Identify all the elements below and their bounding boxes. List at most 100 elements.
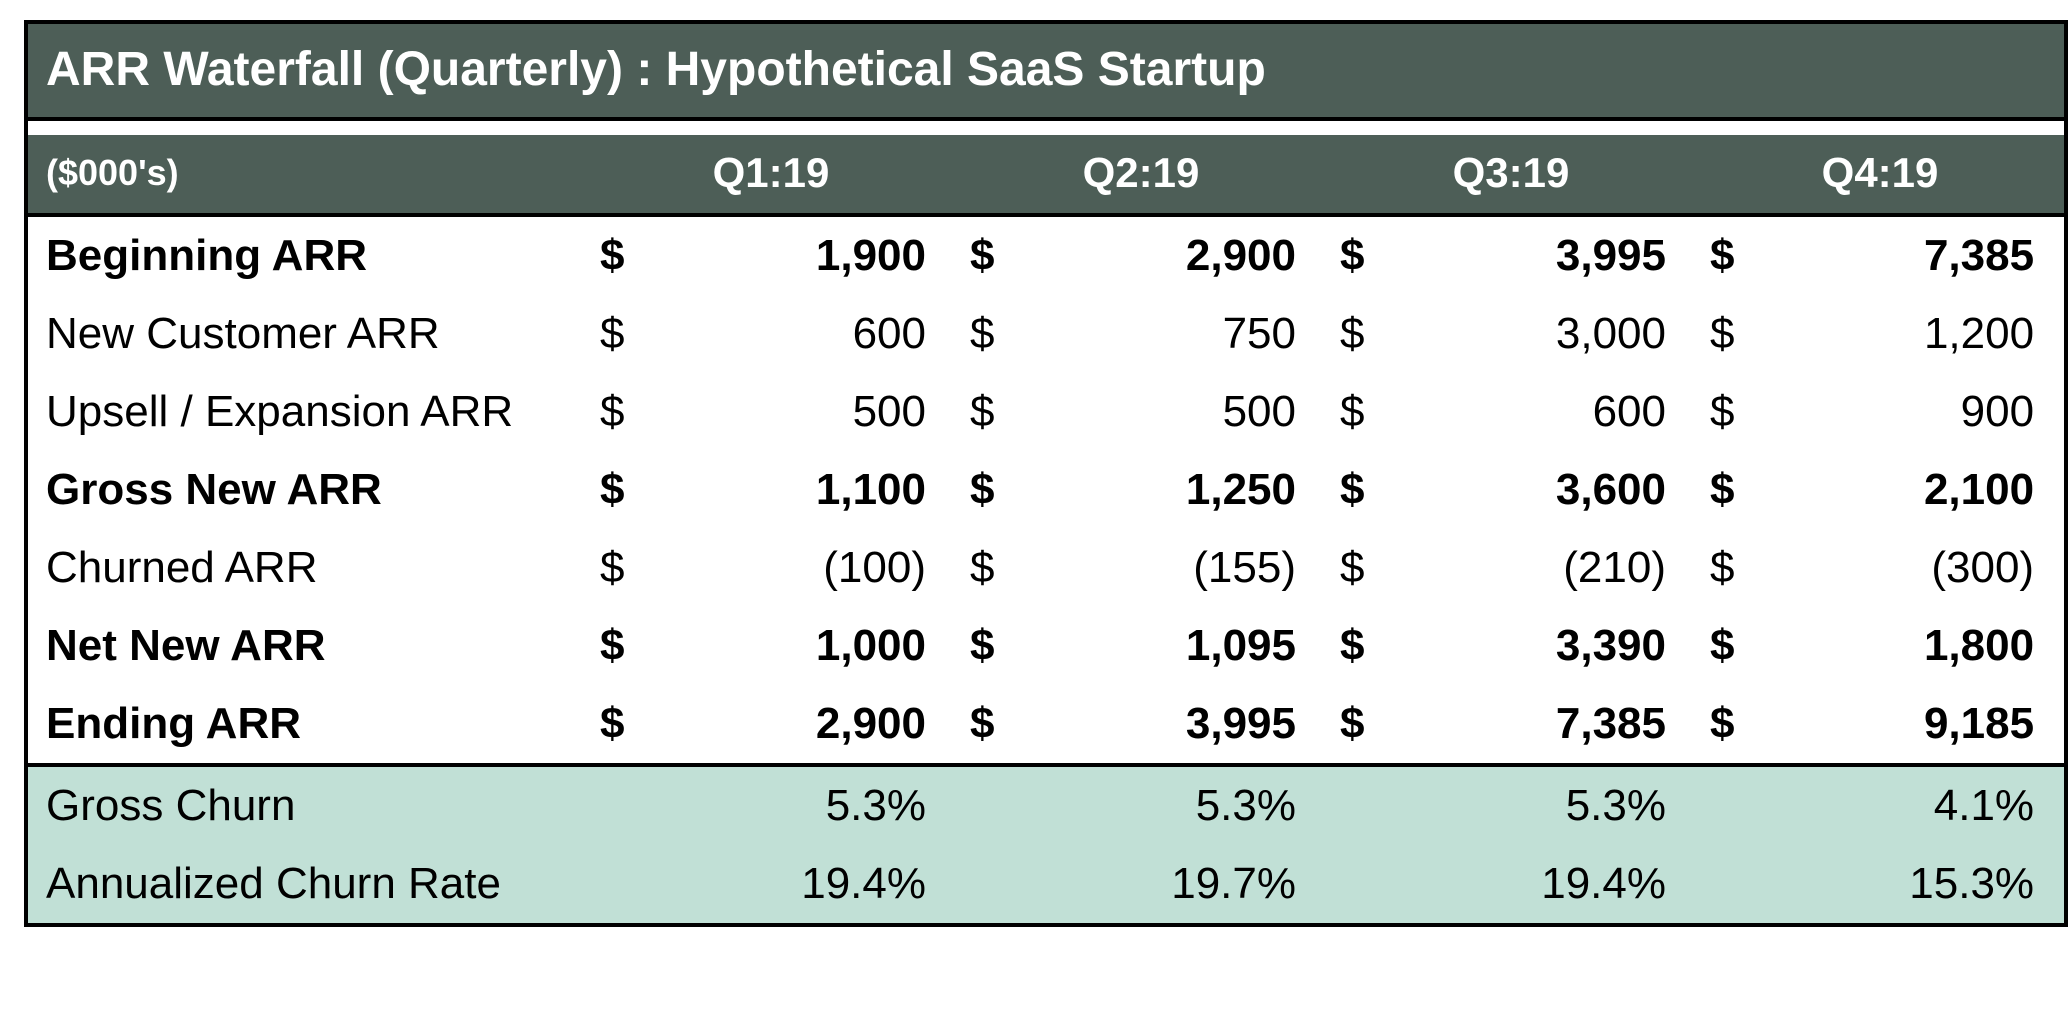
table-title-row: ARR Waterfall (Quarterly) : Hypothetical… (26, 22, 2066, 119)
currency-symbol: $ (1696, 607, 1786, 685)
cell-value: (100) (676, 529, 956, 607)
currency-symbol: $ (1326, 685, 1416, 765)
cell-value: 1,100 (676, 451, 956, 529)
cell-value: 750 (1046, 295, 1326, 373)
cell-value: 1,000 (676, 607, 956, 685)
cell-value: 3,000 (1416, 295, 1696, 373)
currency-symbol: $ (1696, 295, 1786, 373)
row-label: Annualized Churn Rate (26, 845, 586, 925)
currency-symbol: $ (1696, 215, 1786, 295)
arr-waterfall-container: ARR Waterfall (Quarterly) : Hypothetical… (0, 0, 2068, 935)
cell-value: 1,095 (1046, 607, 1326, 685)
currency-symbol: $ (1696, 373, 1786, 451)
row-label: Beginning ARR (26, 215, 586, 295)
cell-value: 900 (1786, 373, 2066, 451)
currency-symbol: $ (1326, 529, 1416, 607)
cell-value: 19.7% (1046, 845, 1326, 925)
empty-cell (956, 765, 1046, 845)
empty-cell (586, 765, 676, 845)
quarter-header-0: Q1:19 (586, 135, 956, 215)
currency-symbol: $ (586, 295, 676, 373)
cell-value: 5.3% (1416, 765, 1696, 845)
row-label: Gross New ARR (26, 451, 586, 529)
currency-symbol: $ (1326, 451, 1416, 529)
cell-value: 600 (1416, 373, 1696, 451)
currency-symbol: $ (586, 373, 676, 451)
currency-symbol: $ (956, 295, 1046, 373)
currency-symbol: $ (1326, 373, 1416, 451)
currency-symbol: $ (956, 529, 1046, 607)
table-spacer (26, 119, 2066, 135)
currency-symbol: $ (1326, 295, 1416, 373)
currency-symbol: $ (586, 451, 676, 529)
currency-symbol: $ (956, 607, 1046, 685)
table-row: Gross New ARR $ 1,100 $ 1,250 $ 3,600 $ … (26, 451, 2066, 529)
table-column-headers: ($000's) Q1:19 Q2:19 Q3:19 Q4:19 (26, 135, 2066, 215)
cell-value: 500 (676, 373, 956, 451)
cell-value: 3,995 (1046, 685, 1326, 765)
currency-symbol: $ (1326, 215, 1416, 295)
row-label: Churned ARR (26, 529, 586, 607)
currency-symbol: $ (1696, 529, 1786, 607)
currency-symbol: $ (586, 607, 676, 685)
table-row: Net New ARR $ 1,000 $ 1,095 $ 3,390 $ 1,… (26, 607, 2066, 685)
table-row: Beginning ARR $ 1,900 $ 2,900 $ 3,995 $ … (26, 215, 2066, 295)
cell-value: (155) (1046, 529, 1326, 607)
cell-value: 500 (1046, 373, 1326, 451)
row-label: Gross Churn (26, 765, 586, 845)
quarter-header-2: Q3:19 (1326, 135, 1696, 215)
cell-value: (300) (1786, 529, 2066, 607)
empty-cell (1326, 765, 1416, 845)
cell-value: 2,900 (1046, 215, 1326, 295)
cell-value: 7,385 (1786, 215, 2066, 295)
currency-symbol: $ (1696, 685, 1786, 765)
currency-symbol: $ (586, 529, 676, 607)
cell-value: 600 (676, 295, 956, 373)
row-label: New Customer ARR (26, 295, 586, 373)
cell-value: 9,185 (1786, 685, 2066, 765)
units-label: ($000's) (26, 135, 586, 215)
cell-value: 2,900 (676, 685, 956, 765)
currency-symbol: $ (586, 685, 676, 765)
cell-value: 15.3% (1786, 845, 2066, 925)
cell-value: 3,995 (1416, 215, 1696, 295)
currency-symbol: $ (956, 215, 1046, 295)
currency-symbol: $ (1696, 451, 1786, 529)
cell-value: 7,385 (1416, 685, 1696, 765)
cell-value: 5.3% (676, 765, 956, 845)
empty-cell (1326, 845, 1416, 925)
currency-symbol: $ (956, 451, 1046, 529)
arr-waterfall-table: ARR Waterfall (Quarterly) : Hypothetical… (24, 20, 2068, 927)
cell-value: (210) (1416, 529, 1696, 607)
cell-value: 19.4% (676, 845, 956, 925)
cell-value: 3,600 (1416, 451, 1696, 529)
empty-cell (1696, 845, 1786, 925)
quarter-header-3: Q4:19 (1696, 135, 2066, 215)
quarter-header-1: Q2:19 (956, 135, 1326, 215)
cell-value: 1,200 (1786, 295, 2066, 373)
table-footer-row: Gross Churn 5.3% 5.3% 5.3% 4.1% (26, 765, 2066, 845)
currency-symbol: $ (956, 373, 1046, 451)
empty-cell (1696, 765, 1786, 845)
table-row: Churned ARR $ (100) $ (155) $ (210) $ (3… (26, 529, 2066, 607)
cell-value: 3,390 (1416, 607, 1696, 685)
row-label: Upsell / Expansion ARR (26, 373, 586, 451)
cell-value: 1,250 (1046, 451, 1326, 529)
currency-symbol: $ (1326, 607, 1416, 685)
currency-symbol: $ (956, 685, 1046, 765)
currency-symbol: $ (586, 215, 676, 295)
cell-value: 5.3% (1046, 765, 1326, 845)
empty-cell (956, 845, 1046, 925)
cell-value: 2,100 (1786, 451, 2066, 529)
table-title: ARR Waterfall (Quarterly) : Hypothetical… (26, 22, 2066, 119)
table-footer-row: Annualized Churn Rate 19.4% 19.7% 19.4% … (26, 845, 2066, 925)
table-row: New Customer ARR $ 600 $ 750 $ 3,000 $ 1… (26, 295, 2066, 373)
cell-value: 1,900 (676, 215, 956, 295)
empty-cell (586, 845, 676, 925)
row-label: Ending ARR (26, 685, 586, 765)
cell-value: 19.4% (1416, 845, 1696, 925)
table-row: Ending ARR $ 2,900 $ 3,995 $ 7,385 $ 9,1… (26, 685, 2066, 765)
table-row: Upsell / Expansion ARR $ 500 $ 500 $ 600… (26, 373, 2066, 451)
cell-value: 1,800 (1786, 607, 2066, 685)
row-label: Net New ARR (26, 607, 586, 685)
